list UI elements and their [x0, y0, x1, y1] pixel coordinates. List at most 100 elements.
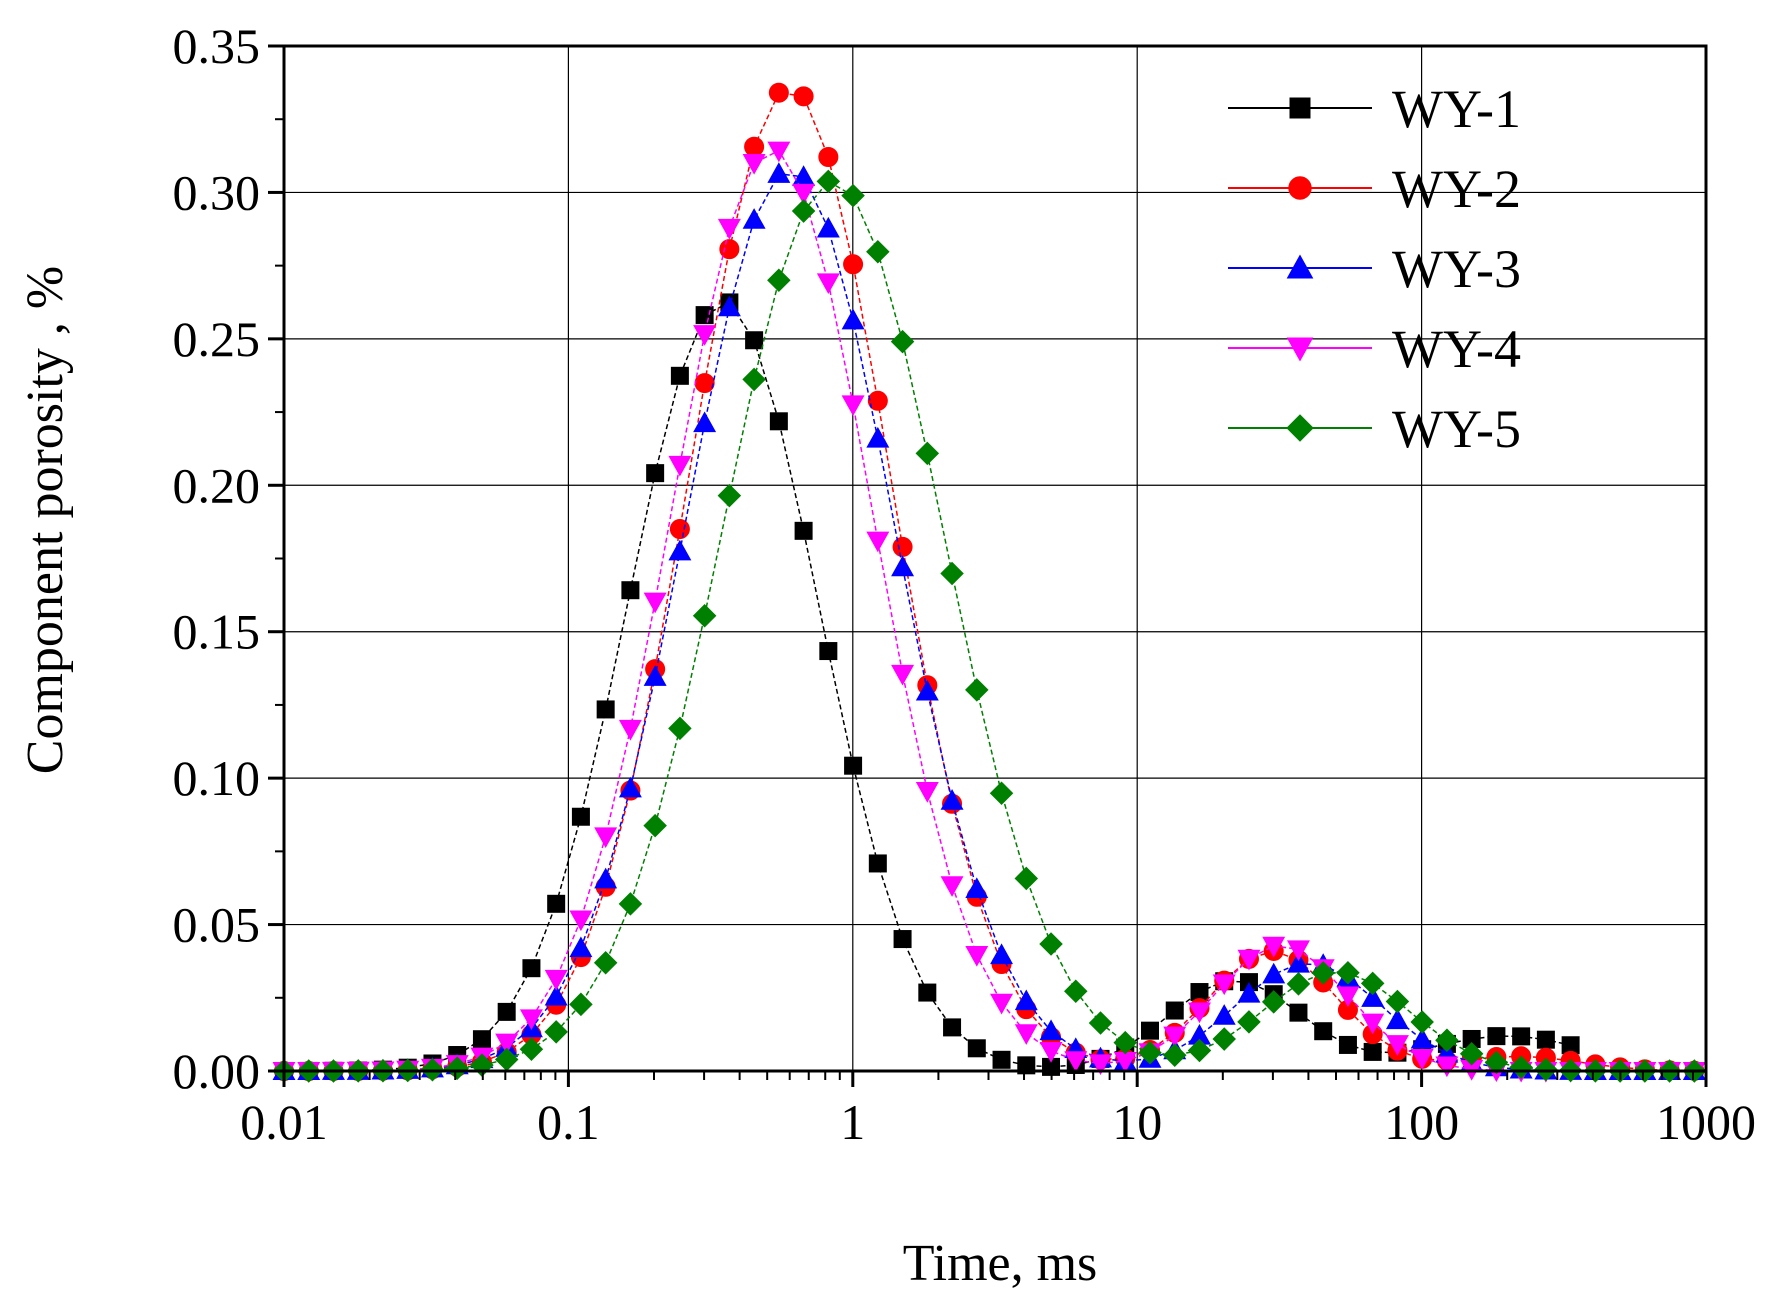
data-point	[1014, 866, 1039, 891]
data-point	[816, 216, 840, 238]
data-point	[965, 678, 989, 702]
data-point	[793, 86, 814, 107]
series-line	[284, 172, 1695, 1072]
data-point	[866, 239, 890, 264]
data-point	[892, 536, 913, 557]
data-point	[791, 199, 816, 223]
data-point	[719, 239, 740, 260]
y-tick-label: 0.10	[173, 750, 261, 806]
data-point	[1039, 1019, 1063, 1041]
data-point	[519, 1009, 543, 1030]
data-point	[742, 154, 766, 175]
y-tick-label: 0.30	[173, 164, 261, 220]
data-point	[1536, 1030, 1555, 1049]
legend-item-wy-2: WY-2	[1228, 159, 1521, 219]
data-point	[841, 183, 865, 208]
x-axis-title: Time, ms	[903, 1235, 1098, 1292]
data-point	[717, 295, 741, 317]
data-point	[915, 679, 939, 701]
data-point	[668, 455, 692, 477]
data-point	[890, 329, 915, 354]
ticks: 0.01 0.1 1 10 100 1000 0.00 0.05 0.10 0.15 0.20 0.2…	[173, 18, 1757, 1150]
x-tick-label: 10	[1112, 1094, 1162, 1150]
data-point	[692, 603, 717, 628]
data-point	[594, 867, 618, 889]
data-point	[893, 930, 912, 949]
legend-item-wy-4: WY-4	[1228, 319, 1521, 379]
data-point	[643, 813, 667, 838]
data-point	[965, 946, 989, 967]
data-point	[915, 441, 940, 466]
data-point	[472, 1030, 491, 1049]
data-point	[940, 876, 964, 897]
data-point	[643, 592, 667, 614]
data-point	[742, 208, 766, 229]
data-point	[1237, 949, 1261, 971]
data-point	[866, 531, 890, 553]
data-point	[918, 983, 937, 1002]
data-point	[1361, 986, 1385, 1007]
data-point	[767, 268, 791, 293]
y-tick-label: 0.15	[173, 604, 261, 660]
data-point	[816, 273, 840, 295]
data-point	[669, 519, 690, 540]
data-point	[569, 992, 593, 1017]
data-point	[1512, 1027, 1531, 1046]
legend-marker	[1288, 176, 1312, 200]
data-point	[717, 218, 741, 240]
data-point	[1385, 989, 1410, 1014]
data-point	[1311, 961, 1335, 985]
data-point	[844, 756, 863, 775]
data-point	[1014, 1024, 1038, 1045]
series-wy-3	[272, 162, 1706, 1080]
legend-marker	[1286, 414, 1314, 442]
data-point	[744, 136, 765, 157]
data-point	[1064, 1051, 1088, 1072]
data-point	[569, 936, 593, 958]
legend-marker	[1286, 337, 1314, 362]
y-tick-label: 0.35	[173, 18, 261, 74]
data-point	[1064, 979, 1088, 1003]
data-point	[594, 827, 618, 848]
data-point	[569, 910, 593, 932]
data-point	[621, 581, 640, 600]
data-point	[1360, 971, 1385, 996]
data-point	[1435, 1028, 1459, 1052]
legend-label: WY-2	[1392, 159, 1521, 219]
x-tick-label: 1	[840, 1094, 865, 1150]
data-point	[544, 984, 568, 1006]
data-point	[544, 1020, 568, 1044]
data-point	[1237, 981, 1261, 1003]
data-point	[1363, 1042, 1382, 1061]
data-point	[841, 308, 865, 330]
data-point	[618, 719, 642, 741]
data-point	[841, 395, 865, 417]
data-point	[819, 642, 838, 661]
data-point	[767, 141, 791, 163]
data-point	[1212, 974, 1236, 996]
data-point	[992, 1050, 1011, 1069]
data-point	[1212, 1004, 1236, 1025]
series-line	[284, 91, 1695, 1072]
data-point	[694, 373, 715, 394]
data-point	[843, 254, 864, 275]
data-point	[1163, 1026, 1187, 1048]
data-point	[990, 993, 1014, 1015]
data-point	[818, 147, 839, 168]
data-point	[965, 877, 989, 898]
data-point	[866, 426, 890, 448]
data-point	[668, 716, 692, 741]
data-point	[1187, 1038, 1212, 1063]
data-point	[891, 555, 915, 577]
data-point	[445, 1056, 469, 1080]
data-point	[1212, 1027, 1236, 1051]
legend: WY-1 WY-2 WY-3 WY-4 WY-5	[1228, 79, 1521, 459]
x-tick-label: 0.01	[240, 1094, 328, 1150]
data-point	[1410, 1027, 1434, 1049]
data-point	[940, 561, 964, 586]
data-point	[695, 306, 714, 325]
data-point	[519, 1037, 544, 1061]
legend-item-wy-3: WY-3	[1228, 239, 1521, 299]
data-point	[1039, 1042, 1063, 1063]
